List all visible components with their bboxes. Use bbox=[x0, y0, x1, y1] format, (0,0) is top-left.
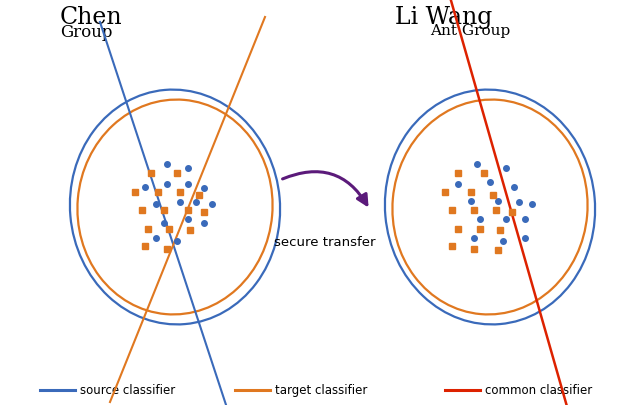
Text: target classifier: target classifier bbox=[275, 384, 367, 396]
FancyArrowPatch shape bbox=[283, 172, 367, 205]
Text: Group: Group bbox=[60, 24, 113, 41]
Text: Ant Group: Ant Group bbox=[430, 24, 510, 38]
Text: common classifier: common classifier bbox=[485, 384, 592, 396]
Text: secure transfer: secure transfer bbox=[275, 235, 376, 248]
Text: Li Wang: Li Wang bbox=[395, 6, 492, 29]
Text: source classifier: source classifier bbox=[80, 384, 175, 396]
Text: Chen: Chen bbox=[60, 6, 123, 29]
